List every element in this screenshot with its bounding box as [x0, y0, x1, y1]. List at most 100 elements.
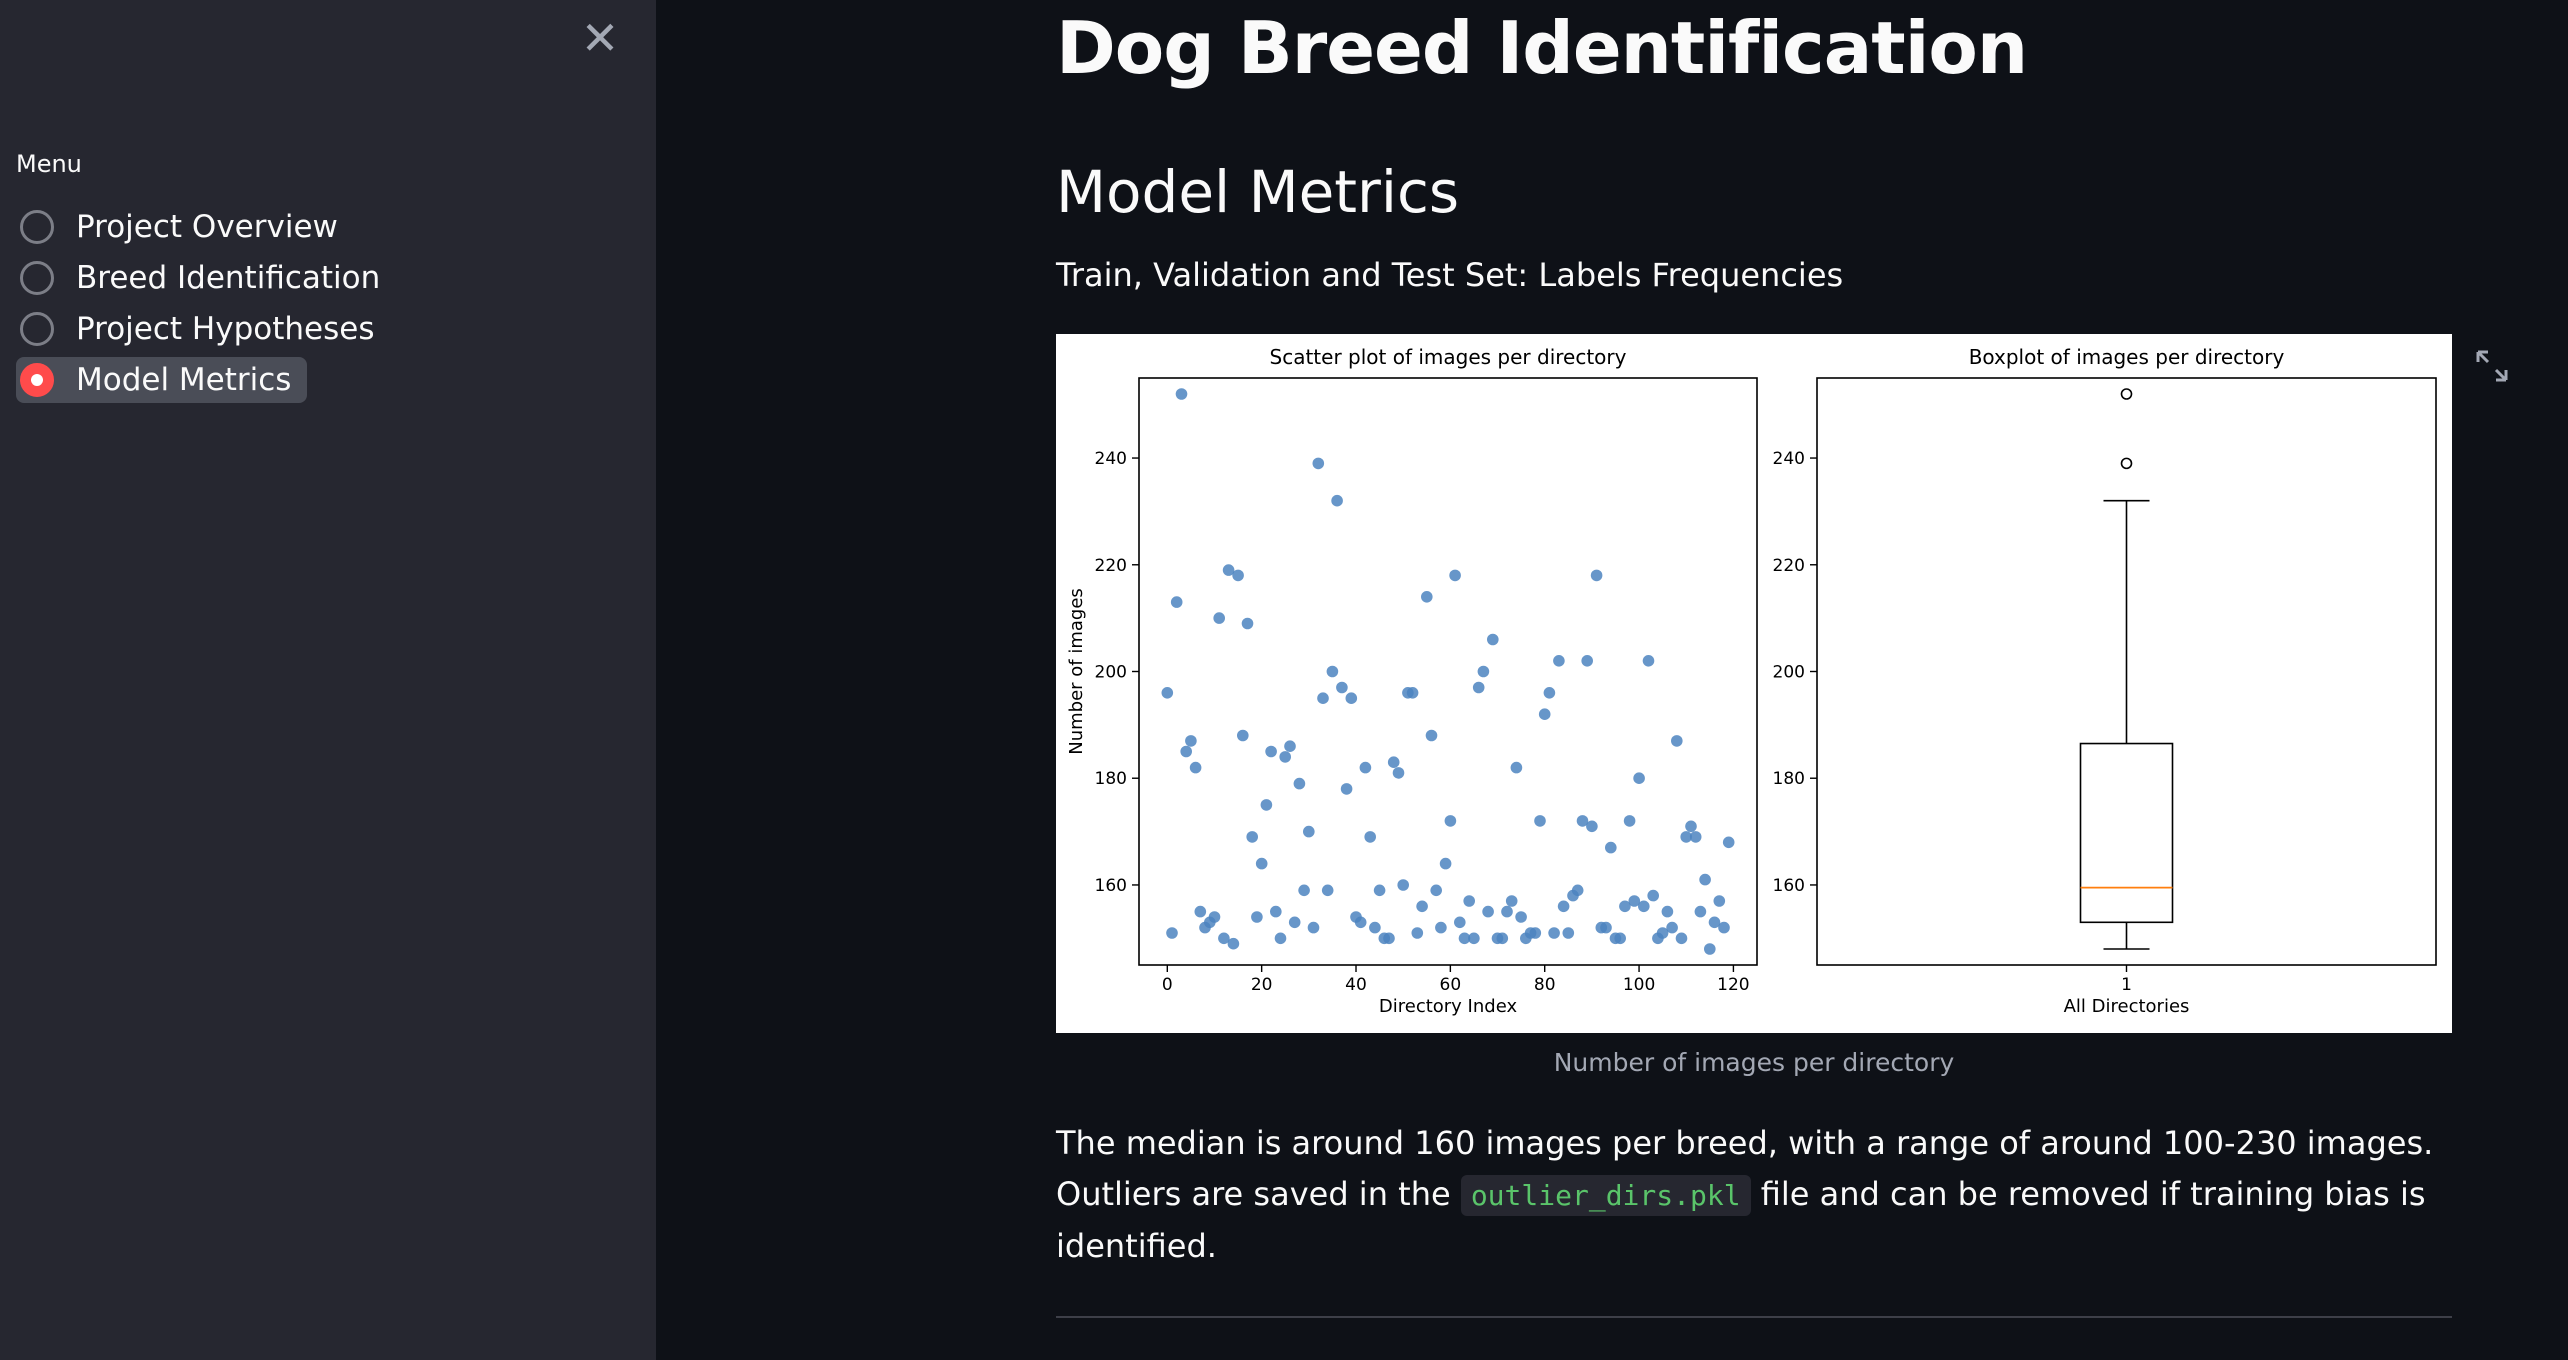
scatter-point: [1628, 895, 1641, 907]
scatter-point: [1661, 905, 1674, 918]
scatter-point: [1680, 831, 1692, 843]
scatter-point: [1317, 692, 1329, 704]
scatter-point: [1208, 911, 1221, 923]
scatter-point: [1576, 815, 1589, 827]
scatter-point: [1501, 905, 1513, 918]
scatter-point: [1718, 921, 1730, 934]
scatter-point: [1647, 889, 1659, 902]
scatter-point: [1534, 815, 1546, 827]
scatter-point: [1529, 927, 1542, 939]
scatter-point: [1430, 884, 1442, 897]
scatter-x-tick-label: 0: [1162, 975, 1173, 995]
page-title: Dog Breed Identification: [1056, 6, 2028, 90]
scatter-point: [1180, 745, 1192, 758]
scatter-y-tick-label: 220: [1095, 556, 1127, 576]
scatter-point: [1227, 937, 1240, 950]
scatter-point: [1194, 905, 1207, 918]
scatter-point: [1213, 612, 1225, 624]
scatter-point: [1279, 751, 1291, 763]
scatter-point: [1614, 932, 1626, 945]
scatter-point: [1161, 687, 1174, 699]
radio-item-breed-identification[interactable]: Breed Identification: [16, 255, 396, 301]
scatter-point: [1185, 735, 1197, 747]
scatter-point: [1312, 457, 1325, 470]
fullscreen-icon[interactable]: [2474, 348, 2510, 384]
scatter-point: [1416, 900, 1428, 913]
boxplot-box: [2079, 742, 2174, 924]
scatter-point: [1463, 895, 1475, 907]
boxplot-x-tick-label: 1: [2121, 975, 2132, 995]
scatter-point: [1218, 932, 1230, 945]
radio-item-model-metrics[interactable]: Model Metrics: [16, 357, 308, 403]
scatter-point: [1633, 772, 1645, 784]
scatter-point: [1364, 831, 1376, 843]
scatter-point: [1331, 494, 1343, 507]
radio-button-icon[interactable]: [20, 210, 54, 244]
chart-subtitle: Train, Validation and Test Set: Labels F…: [1056, 256, 1844, 294]
scatter-point: [1708, 916, 1721, 929]
scatter-point: [1571, 884, 1584, 897]
scatter-point: [1458, 932, 1471, 945]
scatter-x-tick-label: 100: [1623, 975, 1655, 995]
close-icon[interactable]: ✕: [580, 11, 620, 65]
paragraph-text: The median is around 160 images per bree…: [1056, 1124, 2434, 1213]
scatter-point: [1293, 777, 1306, 790]
scatter-y-axis-label: Number of images: [1066, 588, 1087, 755]
scatter-x-axis-label: Directory Index: [1379, 996, 1518, 1017]
scatter-point: [1581, 655, 1593, 667]
scatter-point: [1586, 820, 1598, 833]
scatter-point: [1638, 900, 1650, 913]
scatter-point: [1543, 687, 1556, 699]
scatter-point: [1685, 820, 1697, 833]
scatter-point: [1590, 569, 1603, 582]
scatter-point: [1477, 665, 1490, 678]
boxplot-outlier-point: [2120, 457, 2133, 470]
scatter-point: [1326, 665, 1339, 678]
scatter-x-tick-label: 120: [1717, 975, 1749, 995]
radio-label: Project Overview: [76, 209, 338, 245]
scatter-point: [1713, 895, 1726, 907]
scatter-point: [1288, 916, 1301, 929]
scatter-point: [1265, 745, 1277, 758]
radio-item-project-overview[interactable]: Project Overview: [16, 204, 354, 250]
radio-button-selected-icon[interactable]: [20, 363, 54, 397]
scatter-point: [1472, 681, 1485, 694]
menu-label: Menu: [16, 150, 82, 178]
scatter-point: [1336, 681, 1348, 694]
boxplot-y-tick-label: 200: [1773, 663, 1805, 683]
scatter-point: [1251, 911, 1263, 923]
scatter-y-tick-label: 180: [1095, 769, 1127, 789]
scatter-chart-title: Scatter plot of images per directory: [1270, 345, 1627, 369]
scatter-point: [1704, 943, 1716, 955]
scatter-point: [1237, 729, 1249, 742]
scatter-y-tick-label: 240: [1095, 449, 1127, 469]
scatter-point: [1600, 921, 1612, 934]
scatter-point: [1425, 729, 1438, 742]
sidebar: ✕ Menu Project Overview Breed Identifica…: [0, 0, 656, 1360]
scatter-point: [1694, 905, 1707, 918]
scatter-point: [1619, 900, 1631, 913]
inline-code-filename: outlier_dirs.pkl: [1460, 1175, 1751, 1216]
boxplot-chart-title: Boxplot of images per directory: [1969, 345, 2285, 369]
radio-item-project-hypotheses[interactable]: Project Hypotheses: [16, 306, 390, 352]
boxplot-y-tick-label: 160: [1773, 876, 1805, 896]
boxplot-outlier-point: [2120, 388, 2133, 400]
radio-label: Model Metrics: [76, 362, 292, 398]
scatter-point: [1605, 841, 1617, 854]
scatter-point: [1369, 921, 1381, 934]
divider: [1056, 1316, 2452, 1318]
boxplot-y-tick-label: 240: [1773, 449, 1805, 469]
paragraph-text: file and can be removed if training bias…: [1056, 1175, 2426, 1265]
scatter-point: [1232, 569, 1244, 582]
radio-button-icon[interactable]: [20, 261, 54, 295]
scatter-x-tick-label: 40: [1345, 975, 1367, 995]
scatter-point: [1246, 831, 1258, 843]
scatter-point: [1689, 831, 1702, 843]
radio-button-icon[interactable]: [20, 312, 54, 346]
scatter-point: [1321, 884, 1334, 897]
scatter-point: [1548, 927, 1560, 939]
scatter-point: [1175, 388, 1188, 400]
scatter-point: [1383, 932, 1395, 945]
figure-caption: Number of images per directory: [1553, 1048, 1955, 1077]
scatter-point: [1222, 564, 1235, 576]
